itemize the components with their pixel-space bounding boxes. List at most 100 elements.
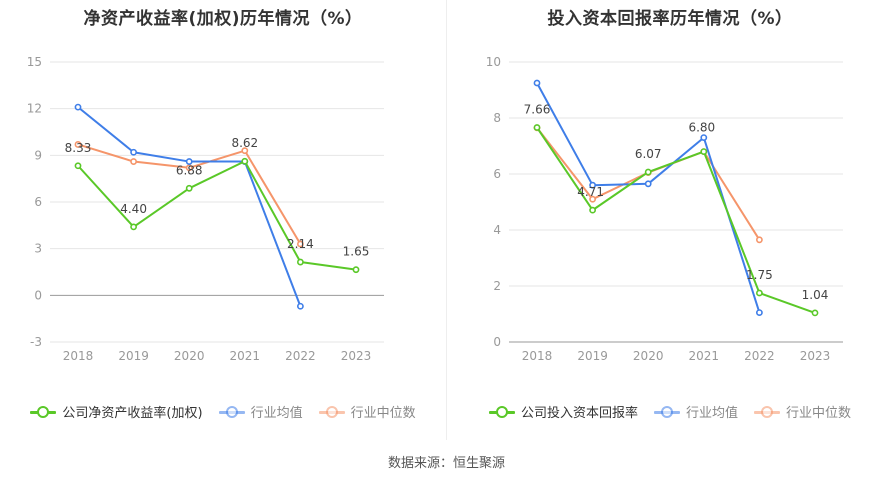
roe-legend-item-company[interactable]: 公司净资产收益率(加权) [30,402,203,421]
roe-y-tick-label: 12 [27,102,42,116]
roe-legend-marker [225,405,238,418]
roe-average-series-line [77,106,302,307]
roic-data-label: 1.04 [802,288,829,302]
roe-x-tick-label: 2019 [118,349,149,363]
roe-legend-swatch-average [218,405,245,419]
roe-company-point [185,184,193,192]
roic-data-label: 6.80 [688,121,715,135]
roic-legend-label: 公司投入资本回报率 [520,406,638,421]
roe-y-tick-label: 9 [34,148,42,162]
roe-legend-label: 行业中位数 [350,406,416,421]
roe-y-tick-label: 3 [34,242,42,256]
roic-x-tick-label: 2022 [744,349,775,363]
roic-y-tick-label: 2 [493,279,501,293]
roe-x-tick-label: 2021 [230,349,261,363]
roe-average-point [130,148,137,156]
roe-median-point [74,141,82,148]
roe-data-label: 8.62 [231,136,258,150]
roe-x-tick-label: 2023 [341,349,372,363]
roic-company-point [533,124,541,131]
roic-y-tick-label: 10 [486,55,501,69]
roic-y-tick-label: 4 [493,223,501,237]
roe-median-point [241,147,249,155]
roic-company-point [644,168,652,176]
roe-median-point [296,240,304,248]
roe-chart-panel: 净资产收益率(加权)历年情况（%） -3 0 3 6 9 12 15 2018 2019 2020… [0,0,446,440]
roic-x-tick-label: 2020 [633,349,664,363]
roe-x-tick-label: 2022 [285,349,316,363]
roic-legend-marker [495,405,508,418]
roe-legend-label: 行业均值 [250,406,303,421]
roic-legend-swatch-company [488,405,515,419]
roe-y-tick-label: 0 [34,288,42,302]
roic-legend-item-median[interactable]: 行业中位数 [754,402,851,421]
roe-data-label: 8.33 [65,141,92,155]
roic-data-label: 6.07 [635,147,662,161]
roic-average-point [700,134,708,141]
roic-legend-swatch-median [754,405,780,419]
roic-company-series-line [536,126,816,314]
roe-data-label: 1.65 [343,245,370,259]
roe-legend-marker [325,405,338,418]
roic-company-point [589,206,596,214]
roe-company-point [296,258,304,266]
roic-average-point [589,181,596,189]
roe-company-point [241,157,249,165]
roic-data-label: 7.66 [524,103,551,117]
roe-company-point [130,223,137,231]
roe-y-tick-label: 15 [27,55,42,69]
roe-line-chart: -3 0 3 6 9 12 15 2018 2019 2020 2021 2022 2023 8.33 4.… [27,55,384,363]
roic-x-tick-label: 2018 [522,349,553,363]
roe-legend-marker [37,405,50,418]
roic-average-point [644,180,652,188]
roic-legend-label: 行业中位数 [786,406,852,421]
roic-legend-item-company[interactable]: 公司投入资本回报率 [488,402,638,421]
roic-company-point [811,309,819,317]
roe-data-label: 4.40 [120,202,147,216]
roic-chart-legend: 公司投入资本回报率 行业均值 行业中位数 [447,402,893,421]
roic-company-point [755,289,763,297]
roe-median-point [130,158,137,165]
roic-x-tick-label: 2023 [800,349,831,363]
data-source-footer: 数据来源：恒生聚源 [387,456,505,471]
roe-average-point [74,103,82,111]
roic-legend-marker [761,405,773,418]
roe-y-tick-label: -3 [30,335,42,349]
roic-average-series-line [536,82,761,313]
roic-legend-swatch-average [653,405,680,419]
roe-company-point [352,266,360,274]
roic-legend-marker [660,405,673,418]
roic-y-tick-label: 8 [493,111,501,125]
roic-average-point [755,309,763,316]
roe-legend-item-median[interactable]: 行业中位数 [318,402,416,421]
roe-company-point [74,162,82,170]
roic-line-chart: 0 2 4 6 8 10 2018 2019 2020 2021 2022 2023 7.66 4.71 6… [486,55,843,363]
roic-y-tick-label: 0 [493,335,501,349]
roic-x-tick-label: 2021 [689,349,720,363]
roic-legend-item-average[interactable]: 行业均值 [653,402,738,421]
roic-x-tick-label: 2019 [577,349,608,363]
roe-x-tick-label: 2018 [63,349,94,363]
roic-chart-title: 投入资本回报率历年情况（%） [547,9,793,29]
roe-legend-item-average[interactable]: 行业均值 [218,402,303,421]
roe-median-point [185,164,193,172]
roic-median-point [589,195,596,203]
roe-y-tick-label: 6 [34,195,42,209]
roic-average-point [533,79,541,87]
roe-company-series-line [77,160,357,271]
roe-x-tick-label: 2020 [174,349,205,363]
roic-company-point [700,148,708,155]
roic-data-label: 1.75 [746,268,773,282]
roic-chart-panel: 投入资本回报率历年情况（%） 0 2 4 6 8 10 2018 2019 2020 2021 20… [447,0,893,440]
roe-data-label: 6.88 [176,163,203,177]
roic-data-label: 4.71 [577,185,604,199]
panel-divider [446,0,447,440]
roic-legend-label: 行业均值 [685,406,738,421]
roe-average-point [185,158,193,165]
roe-chart-title: 净资产收益率(加权)历年情况（%） [83,9,363,29]
roe-legend-swatch-median [318,405,345,419]
roe-legend-label: 公司净资产收益率(加权) [62,406,203,421]
roe-chart-legend: 公司净资产收益率(加权) 行业均值 行业中位数 [0,402,446,421]
roe-legend-swatch-company [30,405,57,419]
roe-average-point [296,302,304,310]
